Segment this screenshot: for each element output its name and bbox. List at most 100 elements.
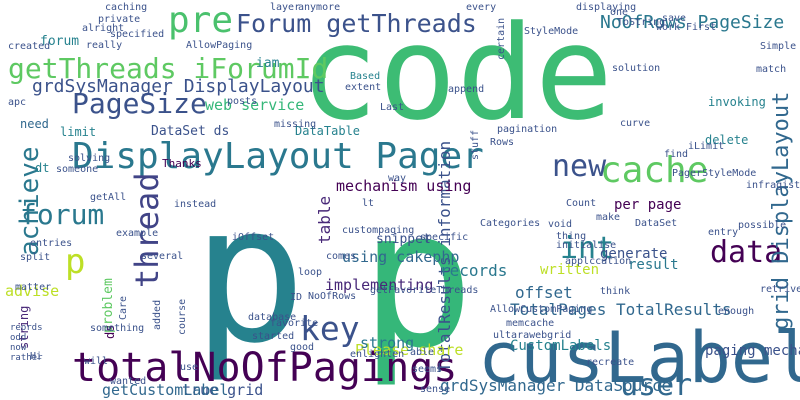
- cloud-word: offset: [515, 283, 573, 302]
- cloud-word: match: [756, 64, 786, 75]
- cloud-word: AllowCustomPaging: [490, 304, 592, 315]
- cloud-word: true grid: [182, 381, 263, 399]
- cloud-word: possible: [738, 220, 786, 231]
- cloud-word: course: [177, 299, 188, 335]
- cloud-word: certain: [496, 18, 507, 60]
- cloud-word: favorite: [270, 318, 318, 329]
- cloud-word: ToString: [617, 17, 665, 28]
- cloud-word: database: [248, 312, 296, 323]
- cloud-word: NoOfRows PageSize: [600, 12, 784, 33]
- cloud-word: getThreads iForumId: [8, 52, 328, 85]
- cloud-word: custompaging: [342, 225, 414, 236]
- cloud-word: string: [17, 306, 31, 349]
- cloud-word: created: [8, 41, 50, 52]
- cloud-word: thing: [556, 231, 586, 242]
- cloud-word: advise: [5, 282, 59, 300]
- cloud-word: TotalPages TotalResults: [510, 300, 732, 319]
- cloud-word: something: [90, 323, 144, 334]
- cloud-word: retrive: [760, 284, 800, 295]
- cloud-word: limit: [60, 125, 96, 139]
- cloud-word: void: [548, 219, 572, 230]
- cloud-word: solving: [68, 153, 110, 164]
- cloud-word: loop: [298, 267, 322, 278]
- cloud-word: work: [656, 22, 680, 33]
- cloud-word: layer: [270, 2, 300, 13]
- cloud-word: lt: [362, 198, 374, 209]
- cloud-word: one: [610, 7, 628, 18]
- cloud-word: new: [552, 149, 607, 184]
- cloud-word: able: [410, 347, 434, 358]
- cloud-word: dt: [35, 161, 49, 175]
- cloud-word: DataSet: [635, 218, 677, 229]
- cloud-word: pagination: [497, 124, 557, 135]
- cloud-word: Categories: [480, 218, 540, 229]
- cloud-word: paging mechanism: [705, 343, 800, 359]
- cloud-word: really: [86, 40, 122, 51]
- cloud-word: forum: [40, 34, 79, 49]
- cloud-word: key: [300, 309, 360, 348]
- cloud-word: good: [290, 342, 314, 353]
- cloud-word: strong: [360, 334, 414, 352]
- cloud-word: StyleMode: [524, 26, 578, 37]
- cloud-word: records: [440, 261, 507, 280]
- cloud-word: Rows: [490, 137, 514, 148]
- cloud-word: now: [10, 343, 27, 353]
- cloud-word: NoOfRows: [308, 291, 356, 302]
- cloud-word: reords: [10, 323, 43, 333]
- cloud-word: someone: [56, 164, 98, 175]
- cloud-word: DataSet ds: [151, 124, 229, 139]
- cloud-word: iLimit: [688, 141, 724, 152]
- cloud-word: extent: [345, 82, 381, 93]
- cloud-word: result: [628, 257, 679, 273]
- cloud-word: entries: [30, 238, 72, 249]
- cloud-word: p: [65, 242, 85, 282]
- cloud-word: example: [116, 228, 158, 239]
- cloud-word: ultarawebgrid: [493, 330, 571, 341]
- cloud-word: sense: [420, 384, 450, 395]
- cloud-word: Hi: [30, 351, 42, 362]
- cloud-word: apc: [8, 97, 26, 108]
- cloud-word: every: [466, 2, 496, 13]
- cloud-word: Please share: [355, 341, 463, 359]
- cloud-word: grdSysManager DataSource: [440, 376, 671, 395]
- cloud-word: PagerStyleMode: [672, 168, 756, 179]
- cloud-word: curve: [620, 118, 650, 129]
- cloud-word: make: [596, 212, 620, 223]
- cloud-word: TotalResults information: [435, 141, 454, 372]
- cloud-word: DisplayLayout Pager: [72, 136, 484, 177]
- cloud-word: enlighten: [350, 349, 404, 360]
- cloud-word: p: [360, 169, 474, 390]
- cloud-word: alright: [82, 23, 124, 34]
- cloud-word: added: [152, 300, 163, 330]
- cloud-word: grdSysManager DisplayLayout: [32, 76, 325, 97]
- cloud-word: pre: [168, 0, 233, 41]
- cloud-word: entry: [708, 227, 738, 238]
- cloud-word: getFavoriteThreads: [370, 285, 478, 296]
- cloud-word: instead: [174, 199, 216, 210]
- cloud-word: web service: [205, 96, 304, 114]
- cloud-word: generate: [600, 246, 667, 262]
- cloud-word: Forum getThreads: [236, 9, 477, 38]
- cloud-word: totalNoOfPagings: [72, 345, 457, 391]
- cloud-word: split: [20, 252, 50, 263]
- cloud-word: anymore: [298, 2, 340, 13]
- cloud-word: p: [192, 164, 306, 385]
- cloud-word: use: [180, 362, 198, 373]
- cloud-word: initialise: [556, 240, 616, 251]
- cloud-word: implementing: [325, 276, 433, 294]
- cloud-word: PageSize: [72, 87, 207, 120]
- cloud-word: thread: [128, 172, 166, 288]
- cloud-word: displaying: [576, 2, 636, 13]
- cloud-word: written: [540, 262, 599, 278]
- cloud-word: First: [686, 22, 716, 33]
- cloud-word: cache: [600, 150, 708, 191]
- cloud-word: will: [84, 356, 108, 367]
- cloud-word: achieve: [15, 146, 45, 256]
- cloud-word: odd: [10, 333, 26, 343]
- cloud-word: Based: [350, 71, 380, 82]
- cloud-word: code: [300, 0, 613, 149]
- cloud-word: find: [664, 149, 688, 160]
